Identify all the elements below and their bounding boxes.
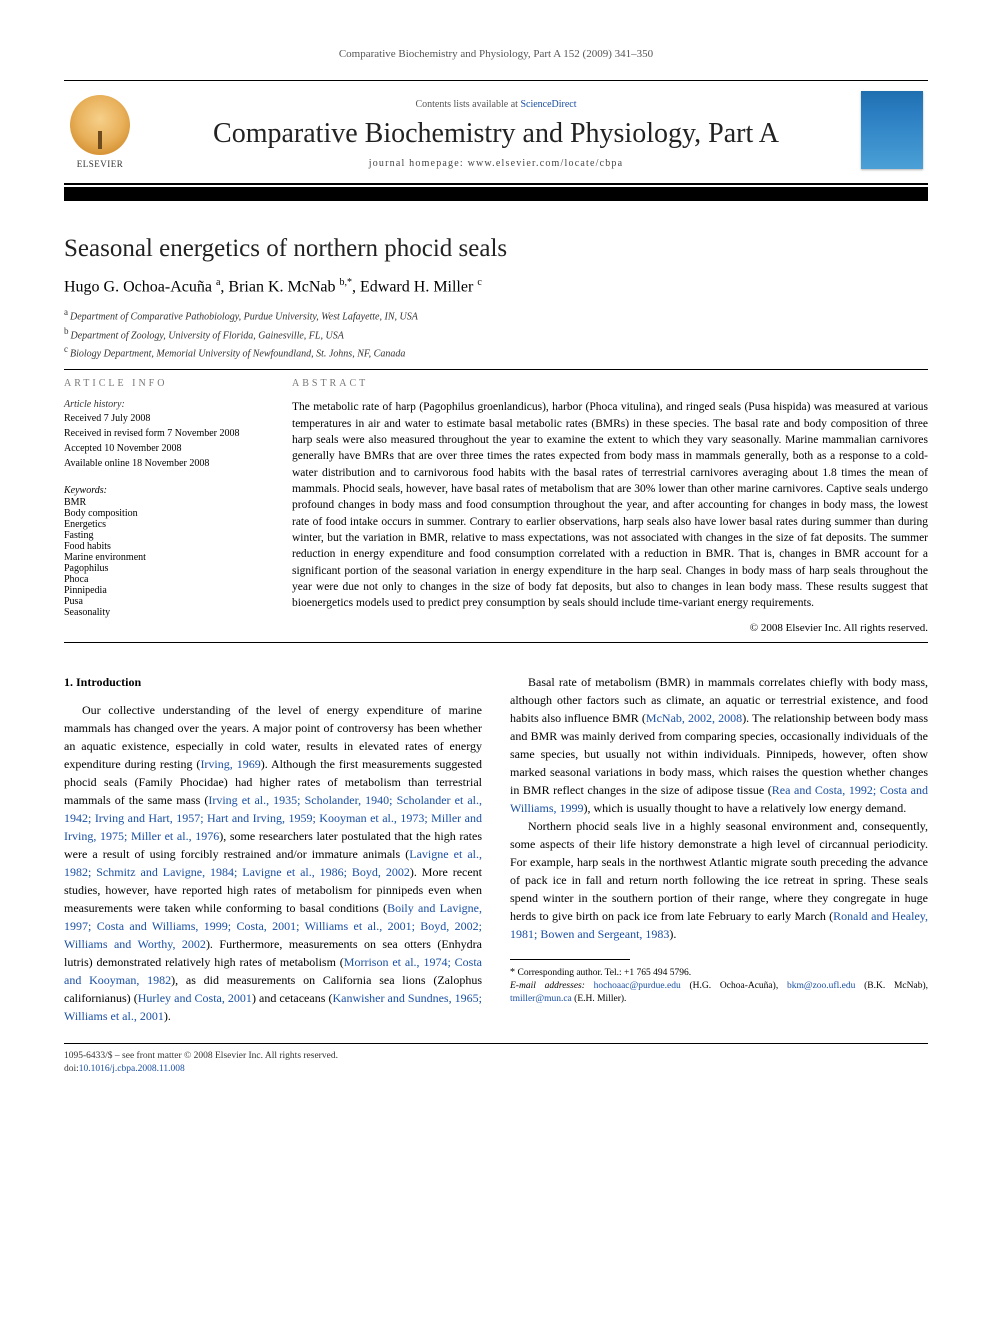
author-list: Hugo G. Ochoa-Acuña a, Brian K. McNab b,… xyxy=(64,277,928,296)
abstract: ABSTRACT The metabolic rate of harp (Pag… xyxy=(292,378,928,633)
citation-link[interactable]: Hurley and Costa, 2001 xyxy=(138,991,252,1005)
publisher-label: ELSEVIER xyxy=(77,159,124,169)
affiliation-row: cBiology Department, Memorial University… xyxy=(64,343,928,361)
keyword: Phoca xyxy=(64,574,264,585)
footnote-separator xyxy=(510,959,630,960)
homepage-url[interactable]: www.elsevier.com/locate/cbpa xyxy=(468,158,624,169)
homepage-prefix: journal homepage: xyxy=(369,158,468,169)
history-line: Accepted 10 November 2008 xyxy=(64,441,264,456)
aff-sup: c xyxy=(64,344,68,354)
history-line: Received 7 July 2008 xyxy=(64,411,264,426)
aff-text: Department of Zoology, University of Flo… xyxy=(71,330,344,341)
affiliation-row: bDepartment of Zoology, University of Fl… xyxy=(64,325,928,343)
front-matter-line: 1095-6433/$ – see front matter © 2008 El… xyxy=(64,1050,928,1063)
history-line: Received in revised form 7 November 2008 xyxy=(64,426,264,441)
doi-label: doi: xyxy=(64,1064,79,1074)
doi-line: doi:10.1016/j.cbpa.2008.11.008 xyxy=(64,1063,928,1076)
author-3: , Edward H. Miller xyxy=(352,278,477,295)
citation-link[interactable]: Irving, 1969 xyxy=(200,757,260,771)
affiliation-row: aDepartment of Comparative Pathobiology,… xyxy=(64,306,928,324)
cover-thumb-block xyxy=(856,91,928,169)
masthead-black-bar xyxy=(64,187,928,201)
sciencedirect-link[interactable]: ScienceDirect xyxy=(520,99,576,110)
article-info: ARTICLE INFO Article history: Received 7… xyxy=(64,378,264,633)
aff-sup: a xyxy=(64,307,68,317)
history-line: Available online 18 November 2008 xyxy=(64,456,264,471)
homepage-line: journal homepage: www.elsevier.com/locat… xyxy=(152,158,840,169)
body-paragraph: Northern phocid seals live in a highly s… xyxy=(510,817,928,943)
emails-label: E-mail addresses: xyxy=(510,981,594,991)
abstract-text: The metabolic rate of harp (Pagophilus g… xyxy=(292,399,928,611)
corresponding-text: Corresponding author. Tel.: +1 765 494 5… xyxy=(518,968,692,978)
affiliations: aDepartment of Comparative Pathobiology,… xyxy=(64,306,928,361)
footnotes: * Corresponding author. Tel.: +1 765 494… xyxy=(510,966,928,1007)
body-text: ). xyxy=(164,1009,171,1023)
journal-title: Comparative Biochemistry and Physiology,… xyxy=(152,118,840,150)
body-paragraph: Our collective understanding of the leve… xyxy=(64,701,482,1025)
email-link[interactable]: bkm@zoo.ufl.edu xyxy=(787,981,855,991)
abstract-label: ABSTRACT xyxy=(292,378,928,389)
author-2: , Brian K. McNab xyxy=(220,278,339,295)
section-heading: 1. Introduction xyxy=(64,673,482,691)
article-info-label: ARTICLE INFO xyxy=(64,378,264,389)
author-3-aff: c xyxy=(477,277,481,288)
keyword: Body composition xyxy=(64,508,264,519)
aff-sup: b xyxy=(64,326,69,336)
keyword: Pinnipedia xyxy=(64,585,264,596)
aff-text: Department of Comparative Pathobiology, … xyxy=(70,312,418,323)
keyword: Seasonality xyxy=(64,607,264,618)
copyright: © 2008 Elsevier Inc. All rights reserved… xyxy=(292,622,928,634)
keyword: BMR xyxy=(64,497,264,508)
contents-prefix: Contents lists available at xyxy=(415,99,520,110)
email-link[interactable]: tmiller@mun.ca xyxy=(510,994,572,1004)
body-text: ). xyxy=(669,927,676,941)
emails-line: E-mail addresses: hochoaac@purdue.edu (H… xyxy=(510,980,928,1007)
masthead-center: Contents lists available at ScienceDirec… xyxy=(152,99,840,169)
keyword: Fasting xyxy=(64,530,264,541)
rule-top xyxy=(64,369,928,370)
journal-cover-icon xyxy=(861,91,923,169)
body-columns: 1. Introduction Our collective understan… xyxy=(64,673,928,1025)
elsevier-tree-icon xyxy=(70,95,130,155)
page-footer-separator xyxy=(64,1043,928,1044)
contents-line: Contents lists available at ScienceDirec… xyxy=(152,99,840,110)
rule-bottom xyxy=(64,642,928,643)
body-paragraph: Basal rate of metabolism (BMR) in mammal… xyxy=(510,673,928,817)
corresponding-note: * Corresponding author. Tel.: +1 765 494… xyxy=(510,966,928,980)
doi-link[interactable]: 10.1016/j.cbpa.2008.11.008 xyxy=(79,1064,185,1074)
citation-link[interactable]: McNab, 2002, 2008 xyxy=(646,711,742,725)
body-text: ), which is usually thought to have a re… xyxy=(584,801,907,815)
body-text: ) and cetaceans ( xyxy=(252,991,333,1005)
publisher-logo-block: ELSEVIER xyxy=(64,95,136,169)
email-who: (B.K. McNab), xyxy=(855,981,928,991)
author-2-aff: b, xyxy=(340,277,348,288)
keyword: Energetics xyxy=(64,519,264,530)
email-who: (H.G. Ochoa-Acuña), xyxy=(681,981,787,991)
keyword: Pusa xyxy=(64,596,264,607)
email-who: (E.H. Miller). xyxy=(572,994,627,1004)
journal-masthead: ELSEVIER Contents lists available at Sci… xyxy=(64,80,928,185)
star-icon: * xyxy=(510,967,518,978)
email-link[interactable]: hochoaac@purdue.edu xyxy=(594,981,681,991)
history-label: Article history: xyxy=(64,399,264,410)
aff-text: Biology Department, Memorial University … xyxy=(70,348,405,359)
keyword: Marine environment xyxy=(64,552,264,563)
keywords-label: Keywords: xyxy=(64,485,264,496)
author-1: Hugo G. Ochoa-Acuña xyxy=(64,278,216,295)
body-text: Northern phocid seals live in a highly s… xyxy=(510,819,928,923)
running-head: Comparative Biochemistry and Physiology,… xyxy=(64,48,928,60)
keyword: Food habits xyxy=(64,541,264,552)
keyword: Pagophilus xyxy=(64,563,264,574)
article-title: Seasonal energetics of northern phocid s… xyxy=(64,235,928,263)
